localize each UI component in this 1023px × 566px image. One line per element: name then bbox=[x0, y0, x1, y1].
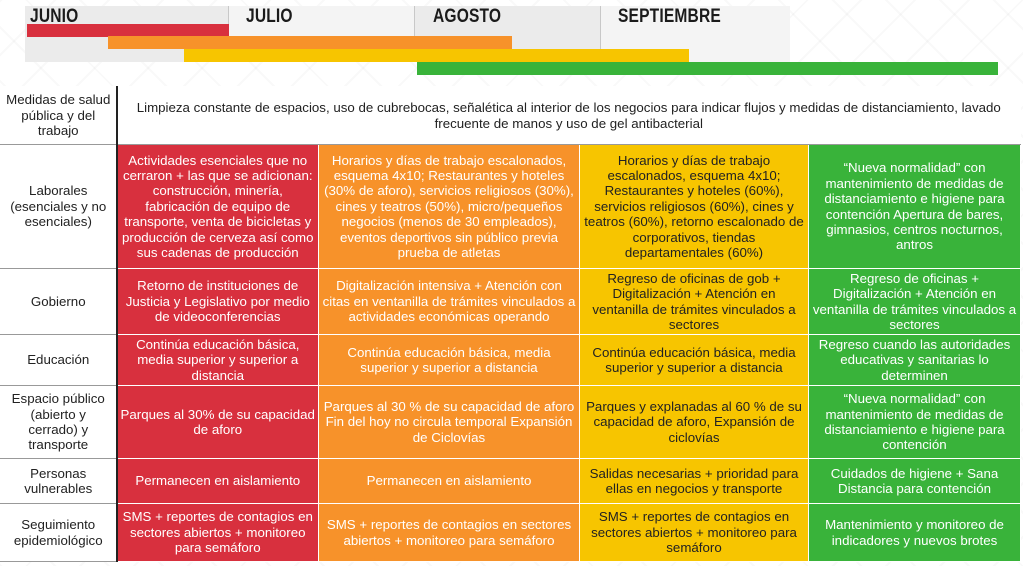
cell-orange: Continúa educación básica, media superio… bbox=[318, 334, 580, 386]
cell-yellow: Parques y explanadas al 60 % de su capac… bbox=[579, 385, 809, 459]
month-label-junio: JUNIO bbox=[30, 6, 79, 27]
cell-orange: Permanecen en aislamiento bbox=[318, 458, 580, 504]
phase-bar-yellow bbox=[184, 49, 689, 62]
row-label: Gobierno bbox=[0, 268, 118, 335]
cell-green: Regreso de oficinas + Digitalización + A… bbox=[807, 268, 1022, 335]
row-label: Espacio público (abierto y cerrado) y tr… bbox=[0, 385, 118, 459]
phase-bar-green bbox=[417, 62, 998, 75]
row-label: Medidas de salud pública y del trabajo bbox=[0, 86, 118, 145]
cell-yellow: Continúa educación básica, media superio… bbox=[579, 334, 809, 386]
cell-green: Mantenimiento y monitoreo de indicadores… bbox=[807, 503, 1022, 562]
cell-red: SMS + reportes de contagios en sectores … bbox=[116, 503, 319, 562]
cell-orange: Horarios y días de trabajo escalonados, … bbox=[318, 144, 580, 269]
month-label-julio: JULIO bbox=[246, 6, 293, 27]
cell-yellow: Salidas necesarias + prioridad para ella… bbox=[579, 458, 809, 504]
cell-green: Cuidados de higiene + Sana Distancia par… bbox=[807, 458, 1022, 504]
phase-bar-red bbox=[27, 24, 229, 37]
table-row-general: Medidas de salud pública y del trabajo L… bbox=[0, 86, 1022, 145]
month-label-agosto: AGOSTO bbox=[433, 6, 502, 27]
cell-yellow: Horarios y días de trabajo escalonados, … bbox=[579, 144, 809, 269]
cell-red: Actividades esenciales que no cerraron +… bbox=[116, 144, 319, 269]
table-row: Laborales (esenciales y no esenciales) A… bbox=[0, 144, 1022, 269]
table-row: Educación Continúa educación básica, med… bbox=[0, 334, 1022, 386]
cell-green: Regreso cuando las autoridades educativa… bbox=[807, 334, 1022, 386]
cell-red: Permanecen en aislamiento bbox=[116, 458, 319, 504]
row-label: Educación bbox=[0, 334, 118, 386]
month-label-septiembre: SEPTIEMBRE bbox=[618, 6, 721, 27]
phase-bar-orange bbox=[108, 36, 512, 49]
table-row: Personas vulnerables Permanecen en aisla… bbox=[0, 458, 1022, 504]
cell-orange: Parques al 30 % de su capacidad de aforo… bbox=[318, 385, 580, 459]
month-divider bbox=[414, 6, 415, 62]
cell-green: “Nueva normalidad” con mantenimiento de … bbox=[807, 144, 1022, 269]
cell-green: “Nueva normalidad” con mantenimiento de … bbox=[807, 385, 1022, 459]
cell-red: Parques al 30% de su capacidad de aforo bbox=[116, 385, 319, 459]
cell-red: Retorno de instituciones de Justicia y L… bbox=[116, 268, 319, 335]
measures-table: Medidas de salud pública y del trabajo L… bbox=[0, 86, 1022, 562]
cell-orange: Digitalización intensiva + Atención con … bbox=[318, 268, 580, 335]
row-label: Seguimiento epidemiológico bbox=[0, 503, 118, 562]
row-label: Laborales (esenciales y no esenciales) bbox=[0, 144, 118, 269]
month-divider bbox=[600, 6, 601, 62]
cell-orange: SMS + reportes de contagios en sectores … bbox=[318, 503, 580, 562]
cell-red: Continúa educación básica, media superio… bbox=[116, 334, 319, 386]
table-row: Gobierno Retorno de instituciones de Jus… bbox=[0, 268, 1022, 335]
row-label: Personas vulnerables bbox=[0, 458, 118, 504]
general-measures-cell: Limpieza constante de espacios, uso de c… bbox=[115, 86, 1022, 145]
month-timeline: JUNIO JULIO AGOSTO SEPTIEMBRE bbox=[0, 0, 1023, 80]
cell-yellow: SMS + reportes de contagios en sectores … bbox=[579, 503, 809, 562]
cell-yellow: Regreso de oficinas de gob + Digitalizac… bbox=[579, 268, 809, 335]
table-row: Espacio público (abierto y cerrado) y tr… bbox=[0, 385, 1022, 459]
table-row: Seguimiento epidemiológico SMS + reporte… bbox=[0, 503, 1022, 562]
